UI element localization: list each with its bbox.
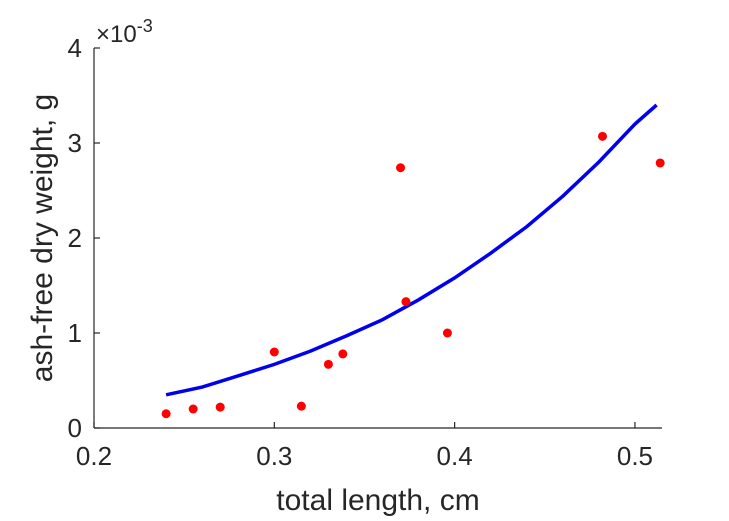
axes bbox=[93, 47, 662, 429]
y-tick-label: 1 bbox=[68, 318, 82, 348]
data-point bbox=[401, 297, 411, 307]
x-tick-label: 0.5 bbox=[617, 441, 653, 471]
y-tick-label: 0 bbox=[68, 413, 82, 443]
data-point bbox=[188, 404, 198, 414]
data-point bbox=[338, 349, 348, 359]
y-tick-label: 4 bbox=[68, 33, 82, 63]
data-point bbox=[396, 163, 406, 173]
data-point bbox=[655, 158, 665, 168]
y-tick-label: 2 bbox=[68, 223, 82, 253]
y-exponent-power: -3 bbox=[137, 16, 153, 36]
tick-labels: 0.2 0.3 0.4 0.5 0 1 2 3 4 bbox=[68, 33, 653, 471]
y-exponent-label: ×10-3 bbox=[96, 16, 153, 48]
fit-curve bbox=[165, 103, 658, 397]
x-tick-label: 0.4 bbox=[437, 441, 473, 471]
y-exponent-base: ×10 bbox=[96, 21, 137, 48]
data-point bbox=[215, 402, 225, 412]
y-axis-label: ash-free dry weight, g bbox=[26, 94, 59, 382]
x-tick-label: 0.2 bbox=[76, 441, 112, 471]
data-point bbox=[161, 409, 171, 419]
data-point bbox=[442, 328, 452, 338]
x-axis-label: total length, cm bbox=[276, 484, 479, 517]
plot-area bbox=[161, 103, 665, 419]
x-tick-label: 0.3 bbox=[256, 441, 292, 471]
data-point bbox=[296, 401, 306, 411]
data-point bbox=[269, 347, 279, 357]
data-point bbox=[323, 359, 333, 369]
y-tick-label: 3 bbox=[68, 128, 82, 158]
data-point bbox=[597, 131, 607, 141]
